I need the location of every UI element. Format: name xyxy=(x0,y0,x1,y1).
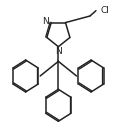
Text: N: N xyxy=(56,47,62,56)
Text: N: N xyxy=(42,17,49,26)
Text: Cl: Cl xyxy=(101,6,110,15)
